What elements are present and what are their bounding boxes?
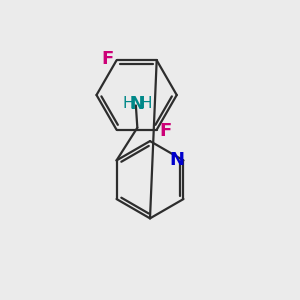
Text: H: H (140, 96, 152, 111)
Text: N: N (169, 151, 184, 169)
Text: F: F (160, 122, 172, 140)
Text: H: H (122, 96, 134, 111)
Text: N: N (129, 95, 144, 113)
Text: F: F (101, 50, 114, 68)
